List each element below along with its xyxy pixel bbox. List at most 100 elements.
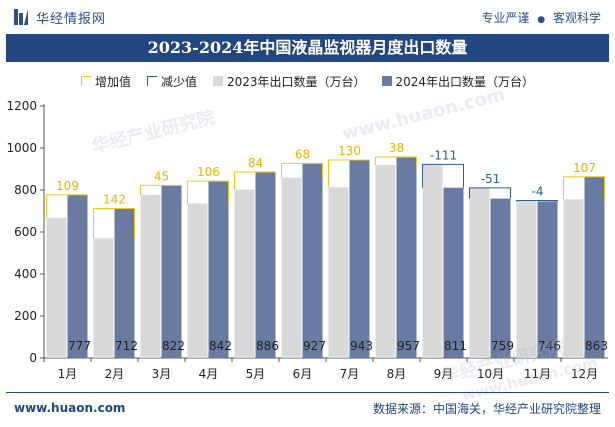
bar-2024 (537, 201, 558, 358)
footer-source: 数据来源：中国海关，华经产业研究院整理 (372, 401, 601, 416)
x-tick-label: 11月 (524, 367, 551, 381)
increase-bracket (375, 156, 417, 166)
x-tick-label: 10月 (477, 367, 504, 381)
tagline-a: 专业严谨 (481, 10, 530, 25)
bar-2024-value-label: 886 (256, 339, 279, 353)
x-tick-label: 5月 (246, 367, 266, 381)
y-tick-label: 600 (14, 225, 37, 239)
bar-2024 (584, 176, 605, 358)
diff-value-label: -4 (532, 185, 544, 199)
bar-2023 (281, 177, 302, 358)
bar-2024-value-label: 746 (538, 339, 561, 353)
bar-2023 (375, 165, 396, 358)
diff-value-label: 106 (197, 165, 220, 179)
diff-value-label: 68 (295, 147, 310, 161)
tagline-b: 客观科学 (552, 10, 601, 25)
y-tick-label: 1000 (6, 141, 37, 155)
legend-2023-label: 2023年出口数量（万台） (226, 74, 366, 89)
bar-2023 (46, 217, 67, 358)
legend-2023-swatch (212, 76, 223, 86)
bar-2024-value-label: 777 (68, 339, 91, 353)
increase-bracket (46, 194, 88, 218)
bar-2024-value-label: 822 (162, 339, 185, 353)
diff-value-label: -51 (481, 172, 501, 186)
bar-2023 (516, 200, 537, 358)
y-tick-label: 400 (14, 267, 37, 281)
increase-bracket (328, 159, 370, 188)
diff-value-label: 107 (573, 161, 596, 175)
bar-2024 (114, 208, 135, 358)
x-tick-label: 12月 (571, 367, 598, 381)
tagline-separator: ● (537, 14, 546, 25)
bar-2024-value-label: 759 (491, 339, 514, 353)
increase-bracket (563, 176, 605, 200)
x-tick-label: 3月 (152, 367, 172, 381)
bar-2023 (328, 187, 349, 358)
diff-value-label: 38 (389, 141, 404, 155)
bar-2023 (563, 199, 584, 358)
bar-2024 (67, 194, 88, 358)
bar-2023 (469, 187, 490, 358)
brand: 华经情报网 (14, 8, 106, 27)
bar-2023 (234, 189, 255, 358)
legend-decrease-swatch (146, 76, 157, 86)
bar-2023 (140, 194, 161, 358)
bar-2024-value-label: 712 (115, 339, 138, 353)
increase-bracket (93, 207, 135, 239)
legend-increase-swatch (80, 76, 91, 86)
increase-bracket (187, 180, 229, 204)
footer-divider (6, 392, 609, 393)
x-tick-label: 7月 (340, 367, 360, 381)
y-tick-label: 1200 (6, 99, 37, 113)
bar-2024-value-label: 957 (397, 339, 420, 353)
bar-2023 (187, 203, 208, 358)
legend-2024-label: 2024年出口数量（万台） (395, 74, 535, 89)
increase-bracket (281, 162, 323, 178)
bar-2024 (302, 163, 323, 358)
bar-2023 (93, 238, 114, 358)
bar-2024 (490, 198, 511, 358)
x-tick-label: 9月 (434, 367, 454, 381)
diff-value-label: 142 (103, 192, 126, 206)
bar-2024 (349, 159, 370, 358)
legend-decrease-label: 减少值 (160, 74, 197, 89)
tagline: 专业严谨 ● 客观科学 (481, 9, 601, 26)
legend-increase-label: 增加值 (94, 74, 131, 89)
top-bar: 华经情报网 专业严谨 ● 客观科学 (0, 0, 615, 34)
x-tick-label: 4月 (199, 367, 219, 381)
x-tick-label: 6月 (293, 367, 313, 381)
diff-value-label: 109 (56, 179, 79, 193)
bar-2024-value-label: 927 (303, 339, 326, 353)
diff-value-label: -111 (430, 148, 457, 162)
bar-2024-value-label: 842 (209, 339, 232, 353)
y-tick-label: 800 (14, 183, 37, 197)
diff-value-label: 84 (248, 156, 263, 170)
x-tick-label: 1月 (58, 367, 78, 381)
legend-item-2023: 2023年出口数量（万台） (212, 73, 366, 90)
diff-value-label: 45 (154, 169, 169, 183)
bar-2024 (396, 157, 417, 358)
legend-2024-swatch (381, 76, 392, 86)
huajing-logo-icon (14, 9, 28, 25)
bar-2024 (161, 185, 182, 358)
decrease-bracket (469, 187, 511, 199)
footer-website: www.huaon.com (14, 401, 126, 415)
legend-item-2024: 2024年出口数量（万台） (381, 73, 535, 90)
x-tick-label: 2月 (105, 367, 125, 381)
x-tick-label: 8月 (387, 367, 407, 381)
decrease-bracket (516, 200, 558, 202)
bar-2024 (255, 171, 276, 358)
bar-2024 (443, 187, 464, 358)
increase-bracket (140, 184, 182, 195)
y-tick-label: 0 (29, 351, 37, 365)
bar-2024-value-label: 863 (585, 339, 608, 353)
y-tick-label: 200 (14, 309, 37, 323)
increase-bracket (234, 171, 276, 190)
diff-value-label: 130 (338, 144, 361, 158)
legend-item-increase: 增加值 (80, 73, 131, 90)
bar-2024-value-label: 943 (350, 339, 373, 353)
footer: www.huaon.com 数据来源：中国海关，华经产业研究院整理 (0, 396, 615, 420)
decrease-bracket (422, 163, 464, 188)
legend: 增加值 减少值 2023年出口数量（万台） 2024年出口数量（万台） (0, 70, 615, 92)
